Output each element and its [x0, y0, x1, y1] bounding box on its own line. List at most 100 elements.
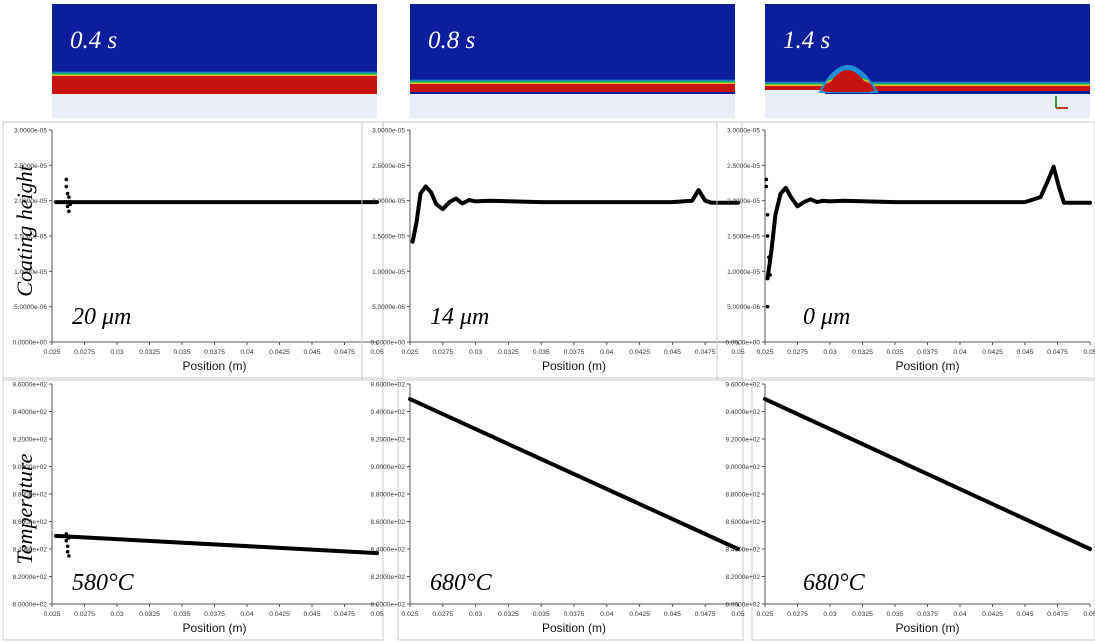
y-tick-label: 0.0000e+00: [370, 340, 405, 347]
x-tick-label: 0.045: [664, 611, 681, 618]
y-tick-label: 8.8000e+02: [12, 492, 47, 499]
data-point: [764, 177, 769, 182]
x-tick-label: 0.05: [731, 611, 744, 618]
annotation-label: 14 μm: [430, 304, 489, 330]
x-tick-label: 0.0325: [852, 349, 873, 356]
annotation-label: 680°C: [803, 570, 866, 596]
x-tick-label: 0.04: [600, 611, 613, 618]
y-tick-label: 0.0000e+00: [725, 340, 760, 347]
y-tick-label: 2.0000e-05: [727, 198, 760, 205]
y-tick-label: 1.5000e-05: [14, 234, 47, 241]
y-tick-label: 9.2000e+02: [12, 437, 47, 444]
data-point: [65, 544, 70, 549]
x-tick-label: 0.04: [953, 349, 966, 356]
data-point: [764, 184, 769, 189]
y-tick-label: 0.0000e+00: [12, 340, 47, 347]
y-tick-label: 2.5000e-05: [372, 163, 405, 170]
y-tick-label: 8.0000e+02: [370, 602, 405, 609]
x-tick-label: 0.0375: [917, 611, 938, 618]
x-tick-label: 0.03: [110, 349, 123, 356]
x-tick-label: 0.035: [173, 349, 190, 356]
y-tick-label: 1.0000e-05: [14, 269, 47, 276]
x-tick-label: 0.0325: [139, 349, 160, 356]
x-axis-label: Position (m): [895, 621, 959, 635]
x-tick-label: 0.035: [173, 611, 190, 618]
x-tick-label: 0.035: [886, 349, 903, 356]
x-tick-label: 0.0375: [564, 611, 585, 618]
x-tick-label: 0.025: [401, 611, 418, 618]
y-tick-label: 5.0000e-06: [727, 304, 760, 311]
x-tick-label: 0.0275: [432, 611, 453, 618]
x-tick-label: 0.04: [600, 349, 613, 356]
data-point: [65, 204, 70, 209]
y-tick-label: 9.4000e+02: [725, 409, 760, 416]
x-tick-label: 0.025: [756, 611, 773, 618]
y-tick-label: 8.8000e+02: [725, 492, 760, 499]
x-tick-label: 0.0475: [695, 611, 716, 618]
x-tick-label: 0.045: [664, 349, 681, 356]
x-tick-label: 0.0325: [498, 611, 519, 618]
data-point: [64, 177, 69, 182]
panel-frame: [2, 377, 384, 641]
y-tick-label: 1.0000e-05: [372, 269, 405, 276]
data-point: [765, 304, 770, 309]
y-tick-label: 8.4000e+02: [725, 547, 760, 554]
x-tick-label: 0.0275: [787, 349, 808, 356]
data-point: [64, 532, 69, 536]
x-tick-label: 0.04: [240, 349, 253, 356]
x-tick-label: 0.03: [110, 611, 123, 618]
annotation-label: 0 μm: [803, 304, 850, 330]
y-tick-label: 9.2000e+02: [725, 437, 760, 444]
y-tick-label: 2.5000e-05: [14, 163, 47, 170]
data-point: [67, 536, 71, 540]
x-tick-label: 0.0375: [917, 349, 938, 356]
y-tick-label: 2.5000e-05: [727, 163, 760, 170]
x-tick-label: 0.0425: [269, 349, 290, 356]
y-tick-label: 1.0000e-05: [727, 269, 760, 276]
x-tick-label: 0.045: [1016, 611, 1033, 618]
data-point: [64, 538, 69, 543]
x-tick-label: 0.05: [370, 611, 383, 618]
x-tick-label: 0.03: [469, 611, 482, 618]
y-tick-label: 8.6000e+02: [370, 519, 405, 526]
data-point: [765, 213, 770, 217]
y-tick-label: 8.4000e+02: [370, 547, 405, 554]
x-tick-label: 0.05: [370, 349, 383, 356]
x-axis-label: Position (m): [542, 359, 606, 373]
substrate: [410, 94, 735, 118]
interface-band: [765, 81, 1090, 87]
data-point: [67, 554, 71, 558]
chart-panel-2: 0.0000e+00 5.0000e-06 1.0000e-05 1.5000e-05…: [361, 121, 745, 381]
x-tick-label: 0.045: [303, 349, 320, 356]
coating-layer: [410, 84, 735, 92]
x-tick-label: 0.05: [1083, 349, 1095, 356]
y-tick-label: 8.8000e+02: [370, 492, 405, 499]
x-tick-label: 0.0375: [204, 611, 225, 618]
y-tick-label: 9.4000e+02: [370, 409, 405, 416]
x-tick-label: 0.025: [43, 611, 60, 618]
y-tick-label: 8.6000e+02: [725, 519, 760, 526]
y-tick-label: 8.2000e+02: [12, 574, 47, 581]
data-point: [767, 266, 771, 270]
annotation-label: 20 μm: [72, 304, 131, 330]
data-point: [65, 191, 70, 196]
y-tick-label: 8.2000e+02: [725, 574, 760, 581]
series-line: [408, 397, 740, 551]
x-tick-label: 0.0325: [139, 611, 160, 618]
y-tick-label: 9.0000e+02: [12, 464, 47, 471]
y-tick-label: 5.0000e-06: [372, 304, 405, 311]
x-tick-label: 0.035: [533, 611, 550, 618]
simulation-panel-1: 0.4 s: [52, 4, 377, 118]
data-point: [768, 273, 772, 277]
x-tick-label: 0.0275: [74, 349, 95, 356]
y-tick-label: 8.2000e+02: [370, 574, 405, 581]
x-tick-label: 0.0425: [629, 349, 650, 356]
series-line: [53, 533, 379, 556]
data-point: [767, 255, 771, 259]
x-tick-label: 0.0475: [695, 349, 716, 356]
x-tick-label: 0.025: [756, 349, 773, 356]
x-tick-label: 0.0475: [1047, 349, 1068, 356]
x-tick-label: 0.0425: [629, 611, 650, 618]
panel-frame: [361, 121, 743, 381]
